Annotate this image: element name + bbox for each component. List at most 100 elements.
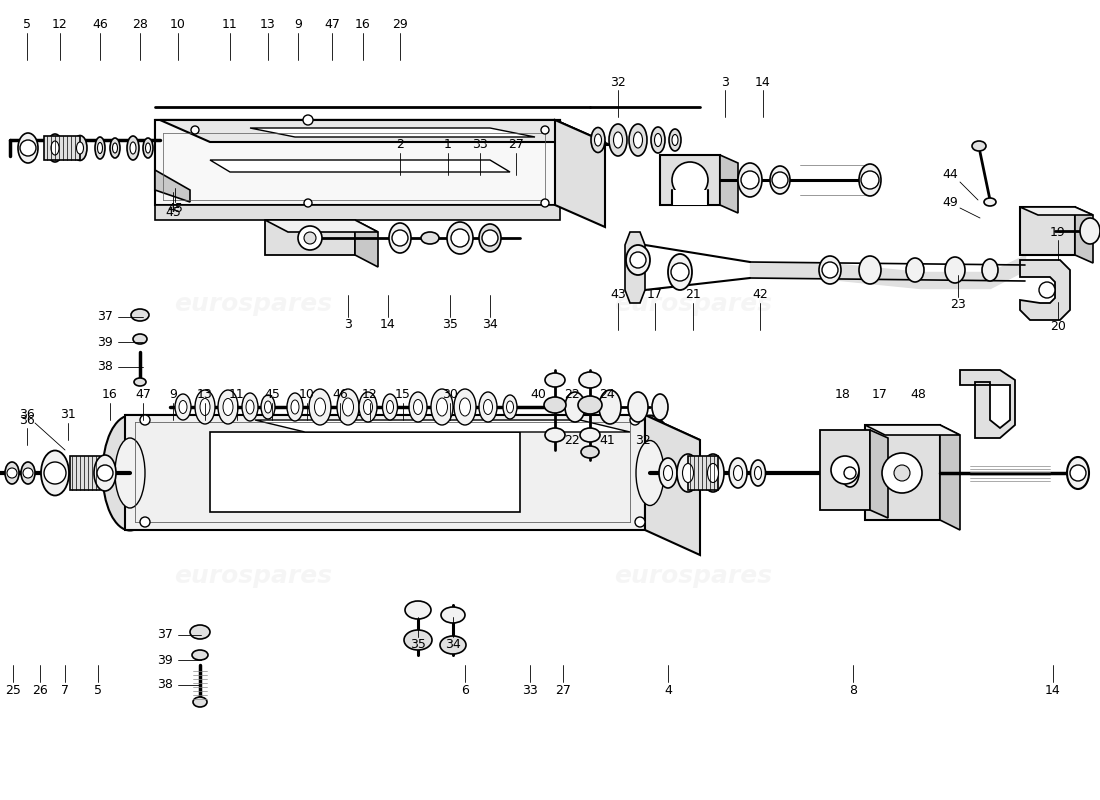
Ellipse shape — [110, 138, 120, 158]
Ellipse shape — [102, 415, 157, 530]
Text: 36: 36 — [19, 409, 35, 422]
Text: 17: 17 — [872, 389, 888, 402]
Text: 23: 23 — [950, 298, 966, 311]
Polygon shape — [160, 120, 605, 142]
Ellipse shape — [770, 166, 790, 194]
Text: 38: 38 — [157, 678, 173, 691]
Polygon shape — [265, 220, 355, 255]
Ellipse shape — [41, 450, 69, 495]
Ellipse shape — [591, 127, 605, 153]
Ellipse shape — [755, 466, 761, 479]
Ellipse shape — [668, 254, 692, 290]
Ellipse shape — [672, 134, 678, 146]
Ellipse shape — [609, 124, 627, 156]
Text: 3: 3 — [722, 75, 729, 89]
Text: 27: 27 — [556, 683, 571, 697]
Polygon shape — [155, 120, 560, 205]
Polygon shape — [255, 420, 630, 432]
Polygon shape — [210, 160, 510, 172]
Polygon shape — [865, 425, 960, 435]
Ellipse shape — [440, 636, 466, 654]
Ellipse shape — [143, 138, 153, 158]
Ellipse shape — [652, 394, 668, 420]
Ellipse shape — [984, 198, 996, 206]
Ellipse shape — [126, 136, 139, 160]
Text: 28: 28 — [132, 18, 147, 31]
Text: 14: 14 — [755, 75, 771, 89]
Text: 24: 24 — [600, 389, 615, 402]
Ellipse shape — [580, 428, 600, 442]
Ellipse shape — [972, 141, 986, 151]
Circle shape — [302, 115, 313, 125]
Ellipse shape — [478, 224, 500, 252]
Text: 16: 16 — [355, 18, 371, 31]
Text: 41: 41 — [600, 434, 615, 446]
Circle shape — [482, 230, 498, 246]
Polygon shape — [250, 128, 535, 137]
Text: 36: 36 — [19, 414, 35, 426]
Polygon shape — [1075, 207, 1093, 263]
Ellipse shape — [669, 129, 681, 151]
Ellipse shape — [734, 466, 742, 481]
Circle shape — [541, 126, 549, 134]
Ellipse shape — [242, 393, 258, 421]
Ellipse shape — [77, 142, 84, 154]
Ellipse shape — [292, 400, 299, 414]
Text: 31: 31 — [60, 409, 76, 422]
Text: 12: 12 — [362, 389, 378, 402]
Ellipse shape — [659, 458, 676, 488]
Text: 14: 14 — [381, 318, 396, 331]
Circle shape — [772, 172, 788, 188]
Text: 7: 7 — [60, 683, 69, 697]
Bar — [44, 136, 80, 160]
Text: 45: 45 — [167, 202, 183, 214]
Text: 25: 25 — [6, 683, 21, 697]
Circle shape — [451, 229, 469, 247]
Polygon shape — [720, 155, 738, 213]
Ellipse shape — [409, 392, 427, 422]
Ellipse shape — [478, 392, 497, 422]
Ellipse shape — [386, 401, 394, 414]
Circle shape — [1040, 282, 1055, 298]
Ellipse shape — [460, 398, 471, 416]
Ellipse shape — [945, 257, 965, 283]
Circle shape — [140, 517, 150, 527]
Text: 44: 44 — [943, 169, 958, 182]
Text: 10: 10 — [299, 389, 315, 402]
Polygon shape — [155, 120, 610, 145]
Ellipse shape — [1067, 457, 1089, 489]
Text: 13: 13 — [260, 18, 276, 31]
Text: 1: 1 — [444, 138, 452, 151]
Circle shape — [882, 453, 922, 493]
Circle shape — [7, 468, 16, 478]
Ellipse shape — [337, 389, 359, 425]
Ellipse shape — [579, 372, 601, 388]
Ellipse shape — [73, 135, 87, 161]
Bar — [688, 456, 718, 490]
Bar — [672, 190, 708, 205]
Ellipse shape — [359, 392, 377, 422]
Text: 5: 5 — [94, 683, 102, 697]
Ellipse shape — [437, 398, 448, 416]
Circle shape — [20, 140, 36, 156]
Ellipse shape — [264, 401, 272, 413]
Ellipse shape — [133, 334, 147, 344]
Text: 10: 10 — [170, 18, 186, 31]
Ellipse shape — [404, 630, 432, 650]
Text: 49: 49 — [943, 195, 958, 209]
Ellipse shape — [581, 446, 600, 458]
Ellipse shape — [982, 259, 998, 281]
Ellipse shape — [421, 232, 439, 244]
Ellipse shape — [315, 398, 326, 416]
Ellipse shape — [145, 143, 151, 153]
Polygon shape — [155, 205, 560, 220]
Ellipse shape — [51, 141, 59, 155]
Text: 12: 12 — [52, 18, 68, 31]
Ellipse shape — [628, 392, 648, 422]
Text: 11: 11 — [229, 389, 245, 402]
Ellipse shape — [6, 462, 19, 484]
Ellipse shape — [663, 466, 672, 481]
Ellipse shape — [130, 142, 136, 154]
Ellipse shape — [906, 258, 924, 282]
Ellipse shape — [223, 398, 233, 415]
